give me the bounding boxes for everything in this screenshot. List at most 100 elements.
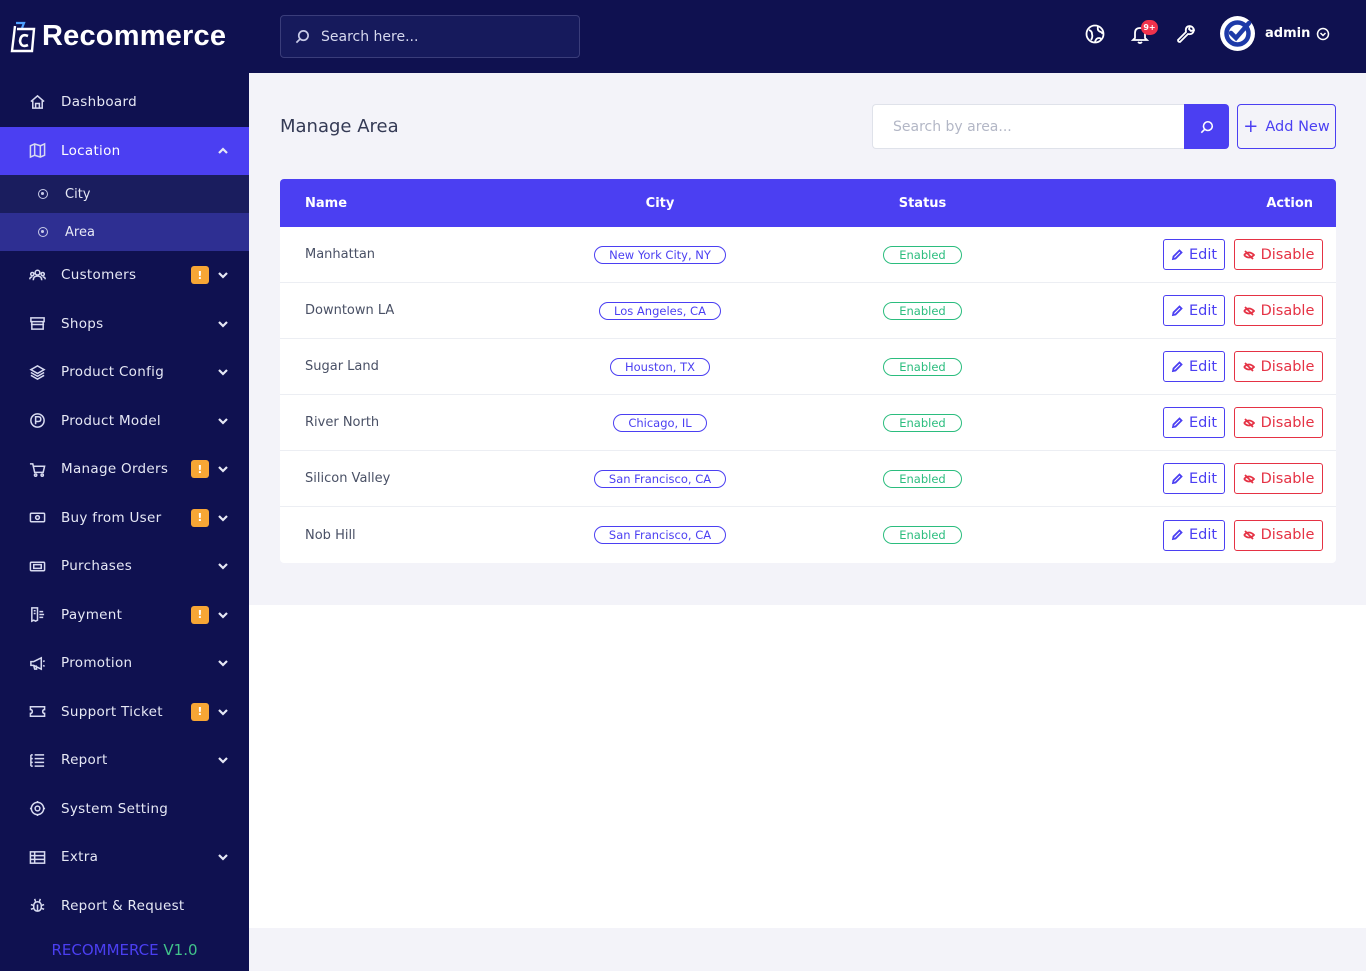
- chevron-down-icon[interactable]: [217, 657, 229, 669]
- chevron-up-icon[interactable]: [217, 145, 229, 157]
- table-row: Nob Hill San Francisco, CA Enabled Edit Disa…: [280, 507, 1336, 563]
- pencil-icon: [1171, 304, 1183, 316]
- pencil-icon: [1171, 472, 1183, 484]
- sidebar-item-product-config[interactable]: Product Config: [0, 348, 249, 397]
- global-search-input[interactable]: [321, 28, 561, 45]
- sidebar-item-report[interactable]: Report: [0, 736, 249, 785]
- pencil-icon: [1171, 416, 1183, 428]
- sidebar-subitem-label: Area: [65, 224, 95, 240]
- alert-badge: !: [191, 605, 209, 624]
- city-badge: New York City, NY: [594, 245, 726, 264]
- sidebar-item-promotion[interactable]: Promotion: [0, 639, 249, 688]
- table-body: Manhattan New York City, NY Enabled Edit Dis…: [280, 227, 1336, 563]
- disable-button[interactable]: Disable: [1234, 295, 1323, 326]
- edit-button[interactable]: Edit: [1163, 407, 1225, 438]
- wrench-icon[interactable]: [1175, 23, 1197, 45]
- city-cell: San Francisco, CA: [535, 526, 785, 544]
- sidebar-item-purchases[interactable]: Purchases: [0, 542, 249, 591]
- status-badge: Enabled: [883, 526, 962, 544]
- status-cell: Enabled: [785, 245, 1060, 264]
- area-name: River North: [305, 415, 380, 430]
- header-city: City: [645, 195, 675, 211]
- action-cell: Edit Disable: [1060, 351, 1336, 382]
- sidebar-item-buy-from-user[interactable]: Buy from User!: [0, 494, 249, 543]
- status-cell: Enabled: [785, 469, 1060, 488]
- checkmark-avatar-icon: [1224, 20, 1252, 47]
- chevron-down-circle-icon[interactable]: [1316, 26, 1330, 41]
- sidebar-item-label: Payment: [61, 606, 123, 623]
- footer-area: [249, 928, 1366, 971]
- chevron-down-icon[interactable]: [217, 609, 229, 621]
- table-row: River North Chicago, IL Enabled Edit Disable: [280, 395, 1336, 451]
- chevron-down-icon[interactable]: [217, 706, 229, 718]
- chevron-down-icon[interactable]: [217, 463, 229, 475]
- edit-label: Edit: [1188, 358, 1218, 375]
- sidebar-item-label: Location: [61, 142, 121, 159]
- page-title: Manage Area: [280, 116, 399, 137]
- edit-button[interactable]: Edit: [1163, 239, 1225, 270]
- area-search-button[interactable]: [1184, 104, 1229, 149]
- city-cell: Chicago, IL: [535, 413, 785, 432]
- sidebar-item-shops[interactable]: Shops: [0, 300, 249, 349]
- city-cell: Los Angeles, CA: [535, 301, 785, 320]
- chevron-down-icon[interactable]: [217, 851, 229, 863]
- disable-button[interactable]: Disable: [1234, 351, 1323, 382]
- sidebar-item-support-ticket[interactable]: Support Ticket!: [0, 688, 249, 737]
- area-search-input[interactable]: [893, 118, 1173, 135]
- sidebar-item-label: Product Config: [61, 364, 165, 381]
- sidebar-item-report-request[interactable]: Report & Request: [0, 882, 249, 931]
- area-name: Downtown LA: [305, 303, 395, 318]
- sidebar-item-customers[interactable]: Customers!: [0, 251, 249, 300]
- chevron-down-icon[interactable]: [217, 269, 229, 281]
- edit-button[interactable]: Edit: [1163, 295, 1225, 326]
- logo[interactable]: Recommerce: [0, 0, 249, 73]
- edit-button[interactable]: Edit: [1163, 463, 1225, 494]
- globe-icon[interactable]: [1084, 23, 1106, 45]
- sidebar-item-label: Product Model: [61, 412, 161, 429]
- chevron-down-icon[interactable]: [217, 318, 229, 330]
- sidebar-subitem-area[interactable]: Area: [0, 213, 249, 251]
- action-cell: Edit Disable: [1060, 463, 1336, 494]
- disable-button[interactable]: Disable: [1234, 463, 1323, 494]
- eye-off-icon: [1242, 249, 1255, 260]
- pencil-icon: [1171, 248, 1183, 260]
- sidebar-item-dashboard[interactable]: Dashboard: [0, 78, 249, 127]
- status-badge: Enabled: [883, 413, 962, 432]
- sidebar-item-label: Shops: [61, 315, 104, 332]
- global-search[interactable]: [280, 15, 580, 58]
- sidebar-item-location[interactable]: Location: [0, 126, 249, 175]
- sidebar-item-payment[interactable]: Payment!: [0, 591, 249, 640]
- sidebar-item-manage-orders[interactable]: Manage Orders!: [0, 445, 249, 494]
- cash-icon: [28, 509, 46, 527]
- chevron-down-icon[interactable]: [217, 754, 229, 766]
- disable-button[interactable]: Disable: [1234, 519, 1323, 551]
- avatar[interactable]: [1220, 16, 1255, 51]
- disable-button[interactable]: Disable: [1234, 239, 1323, 270]
- chevron-down-icon[interactable]: [217, 415, 229, 427]
- layers-icon: [28, 363, 46, 381]
- sidebar-item-label: System Setting: [61, 800, 169, 817]
- disable-button[interactable]: Disable: [1234, 407, 1323, 438]
- city-badge: Houston, TX: [609, 357, 710, 376]
- sidebar-subitem-city[interactable]: City: [0, 175, 249, 213]
- sidebar-item-product-model[interactable]: Product Model: [0, 397, 249, 446]
- alert-badge: !: [191, 266, 209, 285]
- add-new-button[interactable]: + Add New: [1237, 104, 1336, 149]
- user-name[interactable]: admin: [1265, 26, 1311, 41]
- action-cell: Edit Disable: [1060, 295, 1336, 326]
- chevron-down-icon[interactable]: [217, 560, 229, 572]
- chevron-down-icon[interactable]: [217, 512, 229, 524]
- add-new-label: Add New: [1265, 118, 1330, 135]
- header-action: Action: [1266, 195, 1313, 211]
- sidebar-item-extra[interactable]: Extra: [0, 833, 249, 882]
- brand-name: Recommerce: [42, 20, 227, 52]
- area-search[interactable]: [872, 104, 1185, 149]
- header-name: Name: [305, 195, 348, 211]
- chevron-down-icon[interactable]: [217, 366, 229, 378]
- table-row: Sugar Land Houston, TX Enabled Edit Disable: [280, 339, 1336, 395]
- city-badge: Los Angeles, CA: [599, 301, 721, 320]
- edit-button[interactable]: Edit: [1163, 519, 1225, 551]
- edit-button[interactable]: Edit: [1163, 351, 1225, 382]
- sidebar-item-system-setting[interactable]: System Setting: [0, 785, 249, 834]
- product-p-icon: [28, 412, 46, 430]
